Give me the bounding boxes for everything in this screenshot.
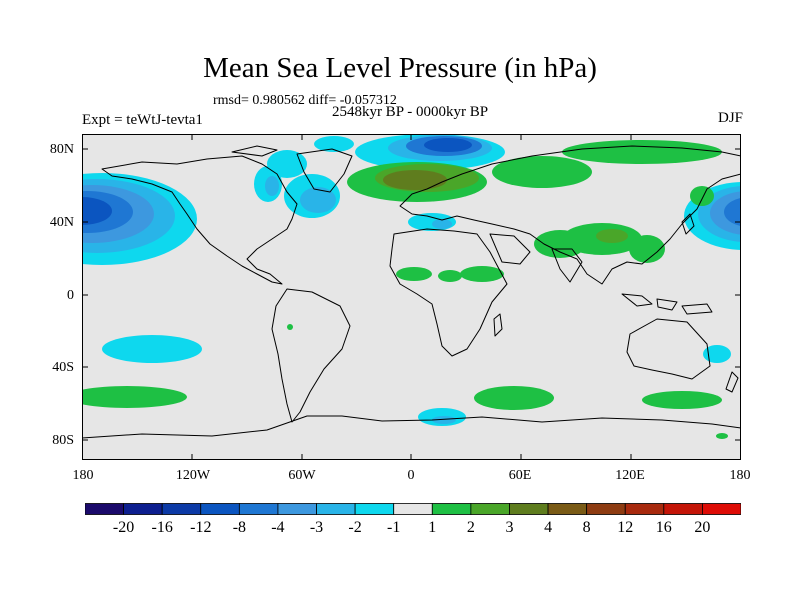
lat-label-0: 0 [67, 288, 74, 303]
legend-label: -8 [232, 519, 247, 536]
legend-label: -2 [348, 519, 362, 536]
lon-label-180e: 180 [729, 468, 751, 483]
legend-swatch [200, 503, 240, 515]
legend-label: -12 [190, 519, 212, 536]
legend-swatch [586, 503, 626, 515]
experiment-label: Expt = teWtJ-tevta1 [82, 112, 203, 128]
lon-label-60e: 60E [508, 468, 532, 483]
stats-text: rmsd= 0.980562 diff= -0.057312 [213, 93, 397, 108]
legend-label: -4 [271, 519, 285, 536]
legend-label: -3 [309, 519, 324, 536]
legend-label: 3 [505, 519, 514, 536]
legend-label: 20 [694, 519, 711, 536]
legend-swatch [85, 503, 124, 515]
legend-label: 4 [544, 519, 553, 536]
legend-swatch [702, 503, 741, 515]
anomaly-fields [82, 134, 741, 439]
map-title: Mean Sea Level Pressure (in hPa) [203, 52, 597, 84]
map-frame [82, 134, 741, 460]
legend-label: 1 [428, 519, 437, 536]
legend-label: -20 [112, 519, 135, 536]
lat-label-40s: 40S [52, 360, 74, 375]
coastlines [82, 145, 741, 439]
legend-swatch [277, 503, 317, 515]
legend-label: 8 [582, 519, 591, 536]
lon-label-60w: 60W [288, 468, 316, 483]
legend-label: -16 [151, 519, 173, 536]
season-label: DJF [717, 110, 743, 126]
period-label: 2548kyr BP - 0000kyr BP [331, 104, 489, 120]
legend-swatch [547, 503, 588, 515]
legend-label: 12 [617, 519, 634, 536]
legend-swatch [624, 503, 665, 515]
legend-swatch [123, 503, 163, 515]
legend-label: 2 [466, 519, 475, 536]
legend-label: -1 [387, 519, 401, 536]
color-legend-bar [85, 503, 741, 515]
legend-swatch [470, 503, 510, 515]
lon-label-0: 0 [407, 468, 415, 483]
lon-label-120w: 120W [175, 468, 211, 483]
legend-label: 16 [655, 519, 672, 536]
legend-swatch [238, 503, 279, 515]
legend-swatch [393, 503, 433, 515]
legend-swatch [663, 503, 703, 515]
legend-swatch [316, 503, 356, 515]
legend-swatch [509, 503, 549, 515]
pressure-map [82, 134, 741, 460]
lat-label-80s: 80S [52, 433, 74, 448]
lat-label-80n: 80N [49, 142, 74, 157]
legend-swatch [161, 503, 202, 515]
legend-swatch [431, 503, 472, 515]
legend-swatch [354, 503, 395, 515]
lon-label-180w: 180 [72, 468, 94, 483]
lat-label-40n: 40N [49, 215, 74, 230]
lon-label-120e: 120E [615, 468, 645, 483]
